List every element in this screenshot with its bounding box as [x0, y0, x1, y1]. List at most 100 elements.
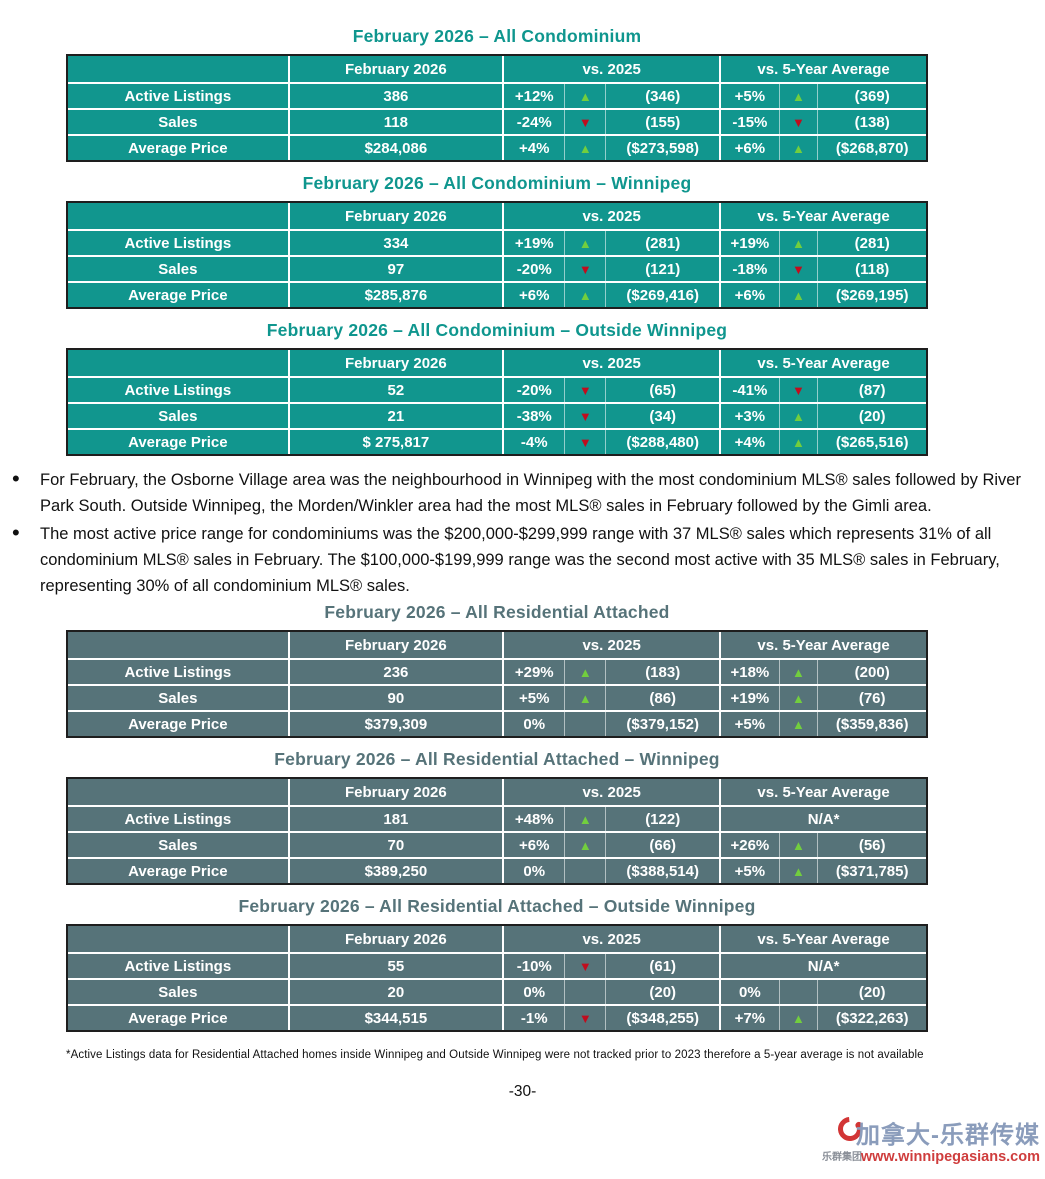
table-row: Average Price $379,309 0% ($379,152) +5% ▲ ($3…: [68, 710, 926, 736]
reference-value: ($288,480): [605, 430, 719, 454]
up-arrow-icon: ▲: [778, 686, 818, 710]
reference-value: (65): [605, 378, 719, 402]
vs-2025-cell: +5% ▲ (86): [502, 686, 719, 710]
up-arrow-icon: ▲: [564, 807, 605, 831]
value-cell: 70: [287, 833, 503, 857]
table-header-row: February 2026 vs. 2025 vs. 5-Year Average: [68, 203, 926, 229]
reference-value: (155): [605, 110, 719, 134]
table-header-row: February 2026 vs. 2025 vs. 5-Year Average: [68, 926, 926, 952]
table-header-row: February 2026 vs. 2025 vs. 5-Year Average: [68, 779, 926, 805]
reference-value: (118): [817, 257, 926, 281]
table-header-row: February 2026 vs. 2025 vs. 5-Year Average: [68, 632, 926, 658]
percent-change: +48%: [514, 810, 554, 828]
value-cell: $284,086: [287, 136, 503, 160]
row-label-cell: Active Listings: [124, 234, 232, 252]
percent-change: -24%: [516, 113, 552, 131]
percent-change: +29%: [514, 663, 554, 681]
table-row: Active Listings 181 +48% ▲ (122) N/A*: [68, 805, 926, 831]
column-header: vs. 2025: [502, 926, 719, 952]
down-arrow-icon: ▼: [564, 404, 605, 428]
table-title: February 2026 – All Residential Attached…: [238, 896, 756, 916]
table-row: Active Listings 386 +12% ▲ (346) +5% ▲ (369): [68, 82, 926, 108]
column-header: vs. 5-Year Average: [719, 779, 926, 805]
bullet-list: For February, the Osborne Village area w…: [10, 466, 1037, 599]
row-label-cell: Sales: [158, 689, 198, 707]
vs-5yr-cell: N/A*: [719, 954, 926, 978]
na-value: N/A*: [807, 810, 840, 828]
row-label-cell: Active Listings: [124, 381, 232, 399]
table-title: February 2026 – All Condominium – Outsid…: [266, 320, 728, 340]
percent-change: +6%: [734, 286, 766, 304]
stats-table: February 2026 vs. 2025 vs. 5-Year Average A…: [66, 201, 928, 309]
reference-value: (200): [817, 660, 926, 684]
table-row: Sales 21 -38% ▼ (34) +3% ▲ (20): [68, 402, 926, 428]
up-arrow-icon: ▲: [778, 84, 818, 108]
table-header-row: February 2026 vs. 2025 vs. 5-Year Average: [68, 56, 926, 82]
reference-value: (56): [817, 833, 926, 857]
percent-change: +5%: [734, 87, 766, 105]
column-header: February 2026: [287, 350, 503, 376]
reference-value: (121): [605, 257, 719, 281]
column-header: February 2026: [287, 632, 503, 658]
table-row: Average Price $285,876 +6% ▲ ($269,416) +6% ▲(…: [68, 281, 926, 307]
column-header: vs. 5-Year Average: [719, 926, 926, 952]
row-label-cell: Average Price: [128, 715, 228, 733]
vs-2025-cell: +6% ▲ ($269,416): [502, 283, 719, 307]
percent-change: +6%: [519, 836, 550, 854]
table-block: February 2026 – All Residential Attached…: [66, 602, 928, 738]
down-arrow-icon: ▼: [564, 1006, 605, 1030]
vs-2025-cell: +48% ▲ (122): [502, 807, 719, 831]
percent-change: 0%: [739, 983, 761, 1001]
percent-change: -4%: [520, 433, 548, 451]
column-header: February 2026: [287, 779, 503, 805]
percent-change: +26%: [730, 836, 770, 854]
row-label-cell: Average Price: [128, 286, 228, 304]
down-arrow-icon: ▼: [564, 430, 605, 454]
reference-value: ($268,870): [817, 136, 926, 160]
percent-change: +4%: [734, 433, 766, 451]
vs-5yr-cell: +3% ▲ (20): [719, 404, 926, 428]
vs-2025-cell: -4% ▼ ($288,480): [502, 430, 719, 454]
percent-change: -20%: [516, 381, 552, 399]
value-cell: 90: [287, 686, 503, 710]
reference-value: (138): [817, 110, 926, 134]
corner-cell: [68, 632, 288, 658]
value-cell: 20: [287, 980, 503, 1004]
row-label-cell: Active Listings: [124, 663, 232, 681]
vs-5yr-cell: +19% ▲ (76): [719, 686, 926, 710]
vs-2025-cell: +29% ▲ (183): [502, 660, 719, 684]
row-label-cell: Sales: [158, 113, 198, 131]
bullet-item: The most active price range for condomin…: [10, 520, 1037, 599]
residential-attached-tables-section: February 2026 – All Residential Attached…: [0, 602, 1045, 1032]
stats-table: February 2026 vs. 2025 vs. 5-Year Average A…: [66, 777, 928, 885]
value-cell: $379,309: [287, 712, 503, 736]
corner-cell: [68, 350, 288, 376]
table-row: Sales 70 +6% ▲ (66) +26% ▲ (56): [68, 831, 926, 857]
percent-change: +5%: [519, 689, 550, 707]
bullet-item: For February, the Osborne Village area w…: [10, 466, 1037, 519]
vs-5yr-cell: +5% ▲ ($371,785): [719, 859, 926, 883]
row-label-cell: Sales: [158, 983, 198, 1001]
vs-5yr-cell: +26% ▲ (56): [719, 833, 926, 857]
value-cell: 334: [287, 231, 503, 255]
value-cell: 236: [287, 660, 503, 684]
reference-value: (346): [605, 84, 719, 108]
reference-value: ($269,416): [605, 283, 719, 307]
up-arrow-icon: ▲: [778, 430, 818, 454]
vs-2025-cell: -10% ▼ (61): [502, 954, 719, 978]
up-arrow-icon: ▲: [564, 283, 605, 307]
percent-change: +6%: [734, 139, 766, 157]
down-arrow-icon: ▼: [564, 257, 605, 281]
corner-cell: [68, 56, 288, 82]
percent-change: 0%: [523, 715, 546, 733]
reference-value: (20): [817, 404, 926, 428]
up-arrow-icon: ▲: [564, 660, 605, 684]
row-label-cell: Active Listings: [124, 957, 232, 975]
table-title: February 2026 – All Residential Attached…: [274, 749, 720, 769]
reference-value: ($348,255): [605, 1006, 719, 1030]
column-header: vs. 2025: [502, 632, 719, 658]
na-value: N/A*: [807, 957, 840, 975]
reference-value: (20): [817, 980, 926, 1004]
vs-5yr-cell: +19% ▲ (281): [719, 231, 926, 255]
percent-change: 0%: [523, 862, 546, 880]
